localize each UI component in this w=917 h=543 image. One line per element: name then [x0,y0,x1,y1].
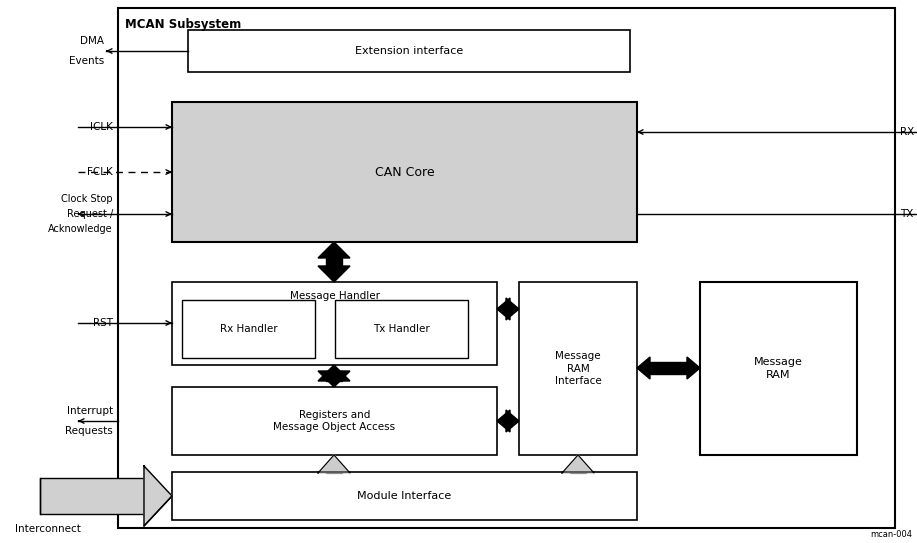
Text: ICLK: ICLK [90,122,113,132]
Bar [326,371,342,381]
Text: CAN Core: CAN Core [375,166,435,179]
Bar [570,472,586,473]
Bar [326,472,342,473]
Bar [506,303,510,315]
Text: MCAN Subsystem: MCAN Subsystem [125,18,241,31]
Polygon shape [318,371,350,387]
Text: FCLK: FCLK [87,167,113,177]
Text: Interconnect: Interconnect [15,524,81,534]
Text: Acknowledge: Acknowledge [49,224,113,234]
Polygon shape [562,455,594,473]
Text: TX: TX [900,209,913,219]
Polygon shape [497,410,510,432]
Bar [700,282,857,455]
Text: Events: Events [69,56,104,66]
Text: Message Handler: Message Handler [290,291,380,301]
Bar [326,258,342,266]
Text: Extension interface: Extension interface [355,46,463,56]
Text: mcan-004: mcan-004 [870,530,912,539]
Polygon shape [497,298,510,320]
Polygon shape [506,298,519,320]
Bar [188,30,630,72]
Bar [519,282,637,455]
Text: Message
RAM: Message RAM [754,357,803,380]
Bar [118,8,895,528]
Text: Request /: Request / [67,209,113,219]
Text: Interrupt: Interrupt [67,406,113,416]
Text: Rx Handler: Rx Handler [220,324,277,334]
Polygon shape [144,466,172,526]
Polygon shape [637,357,650,379]
Text: DMA: DMA [80,36,104,46]
Text: Tx Handler: Tx Handler [373,324,430,334]
Text: Message
RAM
Interface: Message RAM Interface [555,351,602,386]
Bar [182,300,315,358]
Text: Clock Stop: Clock Stop [61,194,113,204]
Bar [172,282,497,365]
Bar [40,478,144,514]
Polygon shape [318,242,350,258]
Text: RX: RX [900,127,914,137]
Text: Registers and
Message Object Access: Registers and Message Object Access [273,410,395,432]
Bar [172,472,637,520]
Text: Requests: Requests [65,426,113,436]
Text: Module Interface: Module Interface [358,491,452,501]
Bar [172,387,497,455]
Bar [335,300,468,358]
Polygon shape [687,357,700,379]
Polygon shape [318,455,350,473]
Polygon shape [318,365,350,381]
Bar [172,102,637,242]
Polygon shape [318,266,350,282]
Bar [650,362,687,374]
Text: RST: RST [93,318,113,328]
Bar [506,415,510,427]
Polygon shape [506,410,519,432]
